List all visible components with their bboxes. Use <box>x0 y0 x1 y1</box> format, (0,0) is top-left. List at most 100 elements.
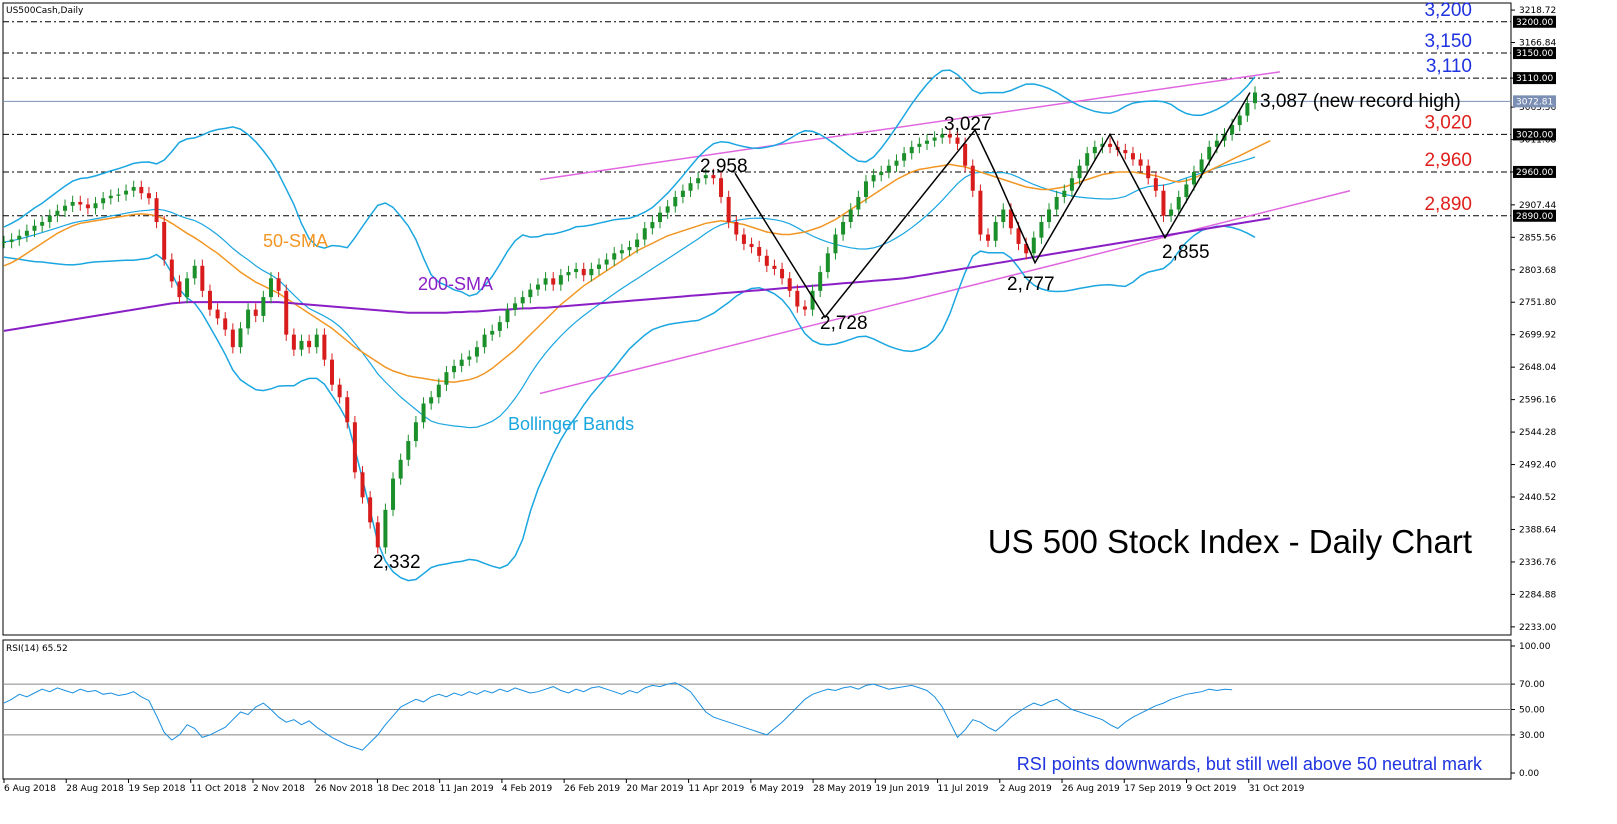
candle-body <box>825 253 830 273</box>
bollinger-lower <box>3 225 1256 582</box>
candle-body <box>963 143 968 166</box>
candle-body <box>658 212 663 223</box>
price-tick-label: 2596.16 <box>1519 396 1556 406</box>
level-lines <box>3 21 1511 217</box>
candle-body <box>40 222 45 226</box>
price-tick-label: 2648.04 <box>1519 363 1556 373</box>
candle-body <box>1031 237 1036 254</box>
candle-body <box>1062 190 1067 197</box>
candle-body <box>947 134 952 138</box>
candle-body <box>70 201 75 206</box>
candle-body <box>1008 209 1013 229</box>
level-label: 3,150 <box>1424 31 1472 52</box>
annotation-labels: 2,958 3,027 3,087 (new record high) 2,728 2,… <box>263 0 1472 573</box>
candle-body <box>505 309 510 323</box>
candle-body <box>650 222 655 229</box>
level-tag-label: 3150.00 <box>1516 49 1553 59</box>
candle-body <box>391 478 396 510</box>
candle-body <box>902 153 907 161</box>
candle-body <box>955 137 960 144</box>
price-tick-label: 3063.56 <box>1519 103 1556 113</box>
candle-body <box>757 247 762 256</box>
level-label: 2,890 <box>1424 194 1472 215</box>
candle-body <box>223 318 228 330</box>
price-tick-label: 2284.88 <box>1519 590 1556 600</box>
candle-body <box>719 178 724 197</box>
candle-body <box>970 165 975 191</box>
x-tick-label: 11 Jul 2019 <box>938 784 989 794</box>
candle-body <box>772 265 777 269</box>
candle-body <box>1054 196 1059 210</box>
x-tick-label: 26 Aug 2019 <box>1062 784 1120 794</box>
indicator-label: Bollinger Bands <box>508 414 634 434</box>
candle-body <box>192 265 197 279</box>
level-label: 3,020 <box>1424 112 1472 133</box>
candle-body <box>185 278 190 298</box>
candle-body <box>108 195 113 199</box>
price-tick-label: 2388.64 <box>1519 525 1556 535</box>
upper-trendline <box>539 71 1281 181</box>
level-tag-box <box>1513 47 1556 60</box>
x-tick-label: 19 Sep 2018 <box>128 784 185 794</box>
candle-body <box>352 422 357 473</box>
candle-body <box>1245 103 1250 116</box>
candle-body <box>375 522 380 548</box>
x-tick-label: 2 Aug 2019 <box>1000 784 1052 794</box>
rsi-tick-label: 100.00 <box>1519 642 1551 652</box>
candle-body <box>406 441 411 460</box>
candle-body <box>558 275 563 285</box>
candle-body <box>55 210 60 216</box>
candle-body <box>543 278 548 285</box>
rsi-note: RSI points downwards, but still well abo… <box>1017 754 1483 774</box>
x-tick-label: 11 Apr 2019 <box>689 784 745 794</box>
x-tick-label: 28 Aug 2018 <box>66 784 124 794</box>
lower-trendline <box>539 189 1351 395</box>
candle-body <box>1207 146 1212 160</box>
price-tick-label: 2855.56 <box>1519 233 1556 243</box>
chart-title: US 500 Stock Index - Daily Chart <box>988 523 1472 560</box>
candle-body <box>894 160 899 166</box>
rsi-tick-label: 70.00 <box>1519 680 1545 690</box>
candle-body <box>314 334 319 348</box>
candle-body <box>291 334 296 350</box>
price-tick-label: 2440.52 <box>1519 493 1556 503</box>
candle-body <box>635 239 640 248</box>
annotation-label: 2,777 <box>1007 274 1055 295</box>
candle-body <box>154 198 159 223</box>
candle-body <box>520 297 525 304</box>
candle-body <box>1085 153 1090 166</box>
candle-body <box>993 222 998 241</box>
candle-body <box>139 186 144 194</box>
x-tick-label: 11 Oct 2018 <box>191 784 247 794</box>
rsi-tick-label: 30.00 <box>1519 731 1545 741</box>
candle-body <box>1214 140 1219 147</box>
candle-body <box>162 222 167 260</box>
candle-body <box>276 278 281 291</box>
candle-body <box>1100 143 1105 147</box>
candle-body <box>467 356 472 360</box>
candle-body <box>330 359 335 385</box>
candle-body <box>436 384 441 398</box>
candle-body <box>497 322 502 331</box>
candle-body <box>368 497 373 523</box>
candle-body <box>741 234 746 244</box>
candle-body <box>528 289 533 298</box>
candle-body <box>932 137 937 141</box>
price-tick-label: 2907.44 <box>1519 201 1556 211</box>
indicator-label: 50-SMA <box>263 231 328 251</box>
candle-body <box>284 290 289 335</box>
candle-body <box>535 284 540 290</box>
candle-body <box>589 268 594 276</box>
candle-body <box>856 196 861 210</box>
candle-body <box>1092 146 1097 154</box>
candle-body <box>978 190 983 235</box>
rsi-axis: 100.00 70.00 50.00 30.00 0.00 <box>3 642 1551 779</box>
annotation-label: 2,728 <box>820 313 868 334</box>
candle-body <box>841 222 846 235</box>
price-tick-label: 2699.92 <box>1519 331 1556 341</box>
x-tick-label: 4 Feb 2019 <box>502 784 553 794</box>
candle-body <box>833 234 838 254</box>
candle-body <box>726 196 731 223</box>
candle-body <box>749 243 754 248</box>
price-tick-label: 2751.80 <box>1519 298 1556 308</box>
